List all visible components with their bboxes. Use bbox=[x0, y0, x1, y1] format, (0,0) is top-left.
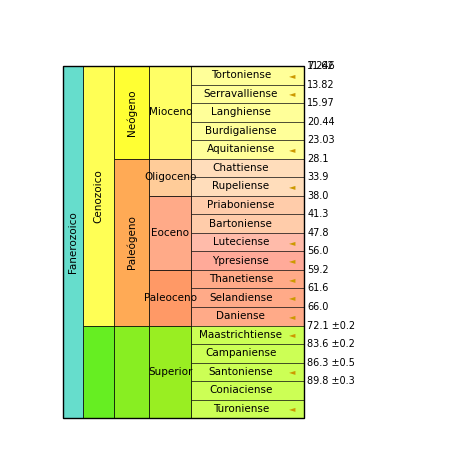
Text: 89.8 ±0.3: 89.8 ±0.3 bbox=[307, 376, 355, 386]
Bar bbox=[191, 159, 303, 177]
Text: Neógeno: Neógeno bbox=[127, 89, 137, 136]
Text: ◄: ◄ bbox=[289, 274, 296, 283]
Text: 7.246: 7.246 bbox=[307, 61, 335, 71]
Text: Fanerozoico: Fanerozoico bbox=[68, 211, 78, 273]
Bar bbox=[191, 344, 303, 363]
Bar bbox=[83, 66, 114, 326]
Bar bbox=[191, 103, 303, 122]
Text: 23.03: 23.03 bbox=[307, 135, 335, 145]
Text: 20.44: 20.44 bbox=[307, 117, 335, 127]
Text: Superior: Superior bbox=[148, 367, 192, 377]
Text: Thanetiense: Thanetiense bbox=[209, 274, 273, 284]
Bar bbox=[191, 289, 303, 307]
Text: 47.8: 47.8 bbox=[307, 228, 328, 238]
Bar bbox=[149, 66, 191, 159]
Text: 61.6: 61.6 bbox=[307, 283, 328, 293]
Text: Daniense: Daniense bbox=[216, 311, 265, 321]
Bar bbox=[149, 159, 191, 196]
Text: 72.1 ±0.2: 72.1 ±0.2 bbox=[307, 320, 356, 330]
Text: Maastrichtiense: Maastrichtiense bbox=[199, 330, 283, 340]
Text: Ypresiense: Ypresiense bbox=[212, 255, 269, 265]
Bar bbox=[114, 326, 149, 418]
Text: Langhiense: Langhiense bbox=[211, 107, 271, 118]
Text: Burdigaliense: Burdigaliense bbox=[205, 126, 276, 136]
Bar bbox=[191, 326, 303, 344]
Text: 56.0: 56.0 bbox=[307, 246, 328, 256]
Bar bbox=[191, 84, 303, 103]
Text: Bartoniense: Bartoniense bbox=[210, 219, 272, 228]
Text: ◄: ◄ bbox=[289, 182, 296, 191]
Text: ◄: ◄ bbox=[289, 256, 296, 265]
Bar bbox=[191, 66, 303, 84]
Bar bbox=[191, 251, 303, 270]
Text: Oligoceno: Oligoceno bbox=[144, 172, 197, 182]
Text: Paleoceno: Paleoceno bbox=[144, 293, 197, 303]
Text: 11.62: 11.62 bbox=[307, 61, 335, 71]
Text: ◄: ◄ bbox=[289, 404, 296, 413]
Bar bbox=[191, 122, 303, 140]
Text: Aquitaniense: Aquitaniense bbox=[207, 145, 275, 155]
Text: 66.0: 66.0 bbox=[307, 302, 328, 312]
Text: 15.97: 15.97 bbox=[307, 98, 335, 108]
Bar bbox=[191, 196, 303, 214]
Text: Eoceno: Eoceno bbox=[151, 228, 190, 238]
Bar bbox=[191, 307, 303, 326]
Text: ◄: ◄ bbox=[289, 237, 296, 246]
Text: ◄: ◄ bbox=[289, 312, 296, 321]
Text: 59.2: 59.2 bbox=[307, 265, 329, 275]
Text: Campaniense: Campaniense bbox=[205, 348, 276, 358]
Bar bbox=[83, 326, 114, 418]
Bar bbox=[63, 66, 303, 418]
Text: 41.3: 41.3 bbox=[307, 210, 328, 219]
Bar bbox=[149, 196, 191, 270]
Text: Tortoniense: Tortoniense bbox=[210, 70, 271, 80]
Text: 13.82: 13.82 bbox=[307, 80, 335, 90]
Bar bbox=[114, 66, 149, 159]
Bar bbox=[191, 214, 303, 233]
Text: Turoniense: Turoniense bbox=[213, 404, 269, 414]
Text: Mioceno: Mioceno bbox=[149, 107, 192, 118]
Text: ◄: ◄ bbox=[289, 71, 296, 80]
Text: Rupeliense: Rupeliense bbox=[212, 182, 269, 191]
Text: Paleógeno: Paleógeno bbox=[127, 215, 137, 269]
Bar bbox=[191, 233, 303, 251]
Text: 33.9: 33.9 bbox=[307, 172, 328, 182]
Text: Coniaciense: Coniaciense bbox=[209, 385, 273, 395]
Text: Chattiense: Chattiense bbox=[212, 163, 269, 173]
Text: ◄: ◄ bbox=[289, 367, 296, 376]
Text: Luteciense: Luteciense bbox=[213, 237, 269, 247]
Bar bbox=[191, 400, 303, 418]
Text: 28.1: 28.1 bbox=[307, 154, 328, 164]
Text: 86.3 ±0.5: 86.3 ±0.5 bbox=[307, 357, 355, 368]
Text: ◄: ◄ bbox=[289, 293, 296, 302]
Bar bbox=[149, 326, 191, 418]
Bar bbox=[191, 177, 303, 196]
Bar bbox=[149, 270, 191, 326]
Text: Selandiense: Selandiense bbox=[209, 293, 273, 303]
Text: 83.6 ±0.2: 83.6 ±0.2 bbox=[307, 339, 355, 349]
Text: ◄: ◄ bbox=[289, 89, 296, 98]
Bar bbox=[191, 363, 303, 381]
Bar bbox=[191, 140, 303, 159]
Bar bbox=[191, 381, 303, 400]
Text: ◄: ◄ bbox=[289, 145, 296, 154]
Text: Santoniense: Santoniense bbox=[209, 367, 273, 377]
Text: Priaboniense: Priaboniense bbox=[207, 200, 274, 210]
Text: Serravalliense: Serravalliense bbox=[204, 89, 278, 99]
Bar bbox=[114, 159, 149, 326]
Text: ◄: ◄ bbox=[289, 330, 296, 339]
Bar bbox=[191, 270, 303, 289]
Bar bbox=[63, 66, 83, 418]
Text: 38.0: 38.0 bbox=[307, 191, 328, 201]
Text: Cenozoico: Cenozoico bbox=[94, 169, 104, 223]
